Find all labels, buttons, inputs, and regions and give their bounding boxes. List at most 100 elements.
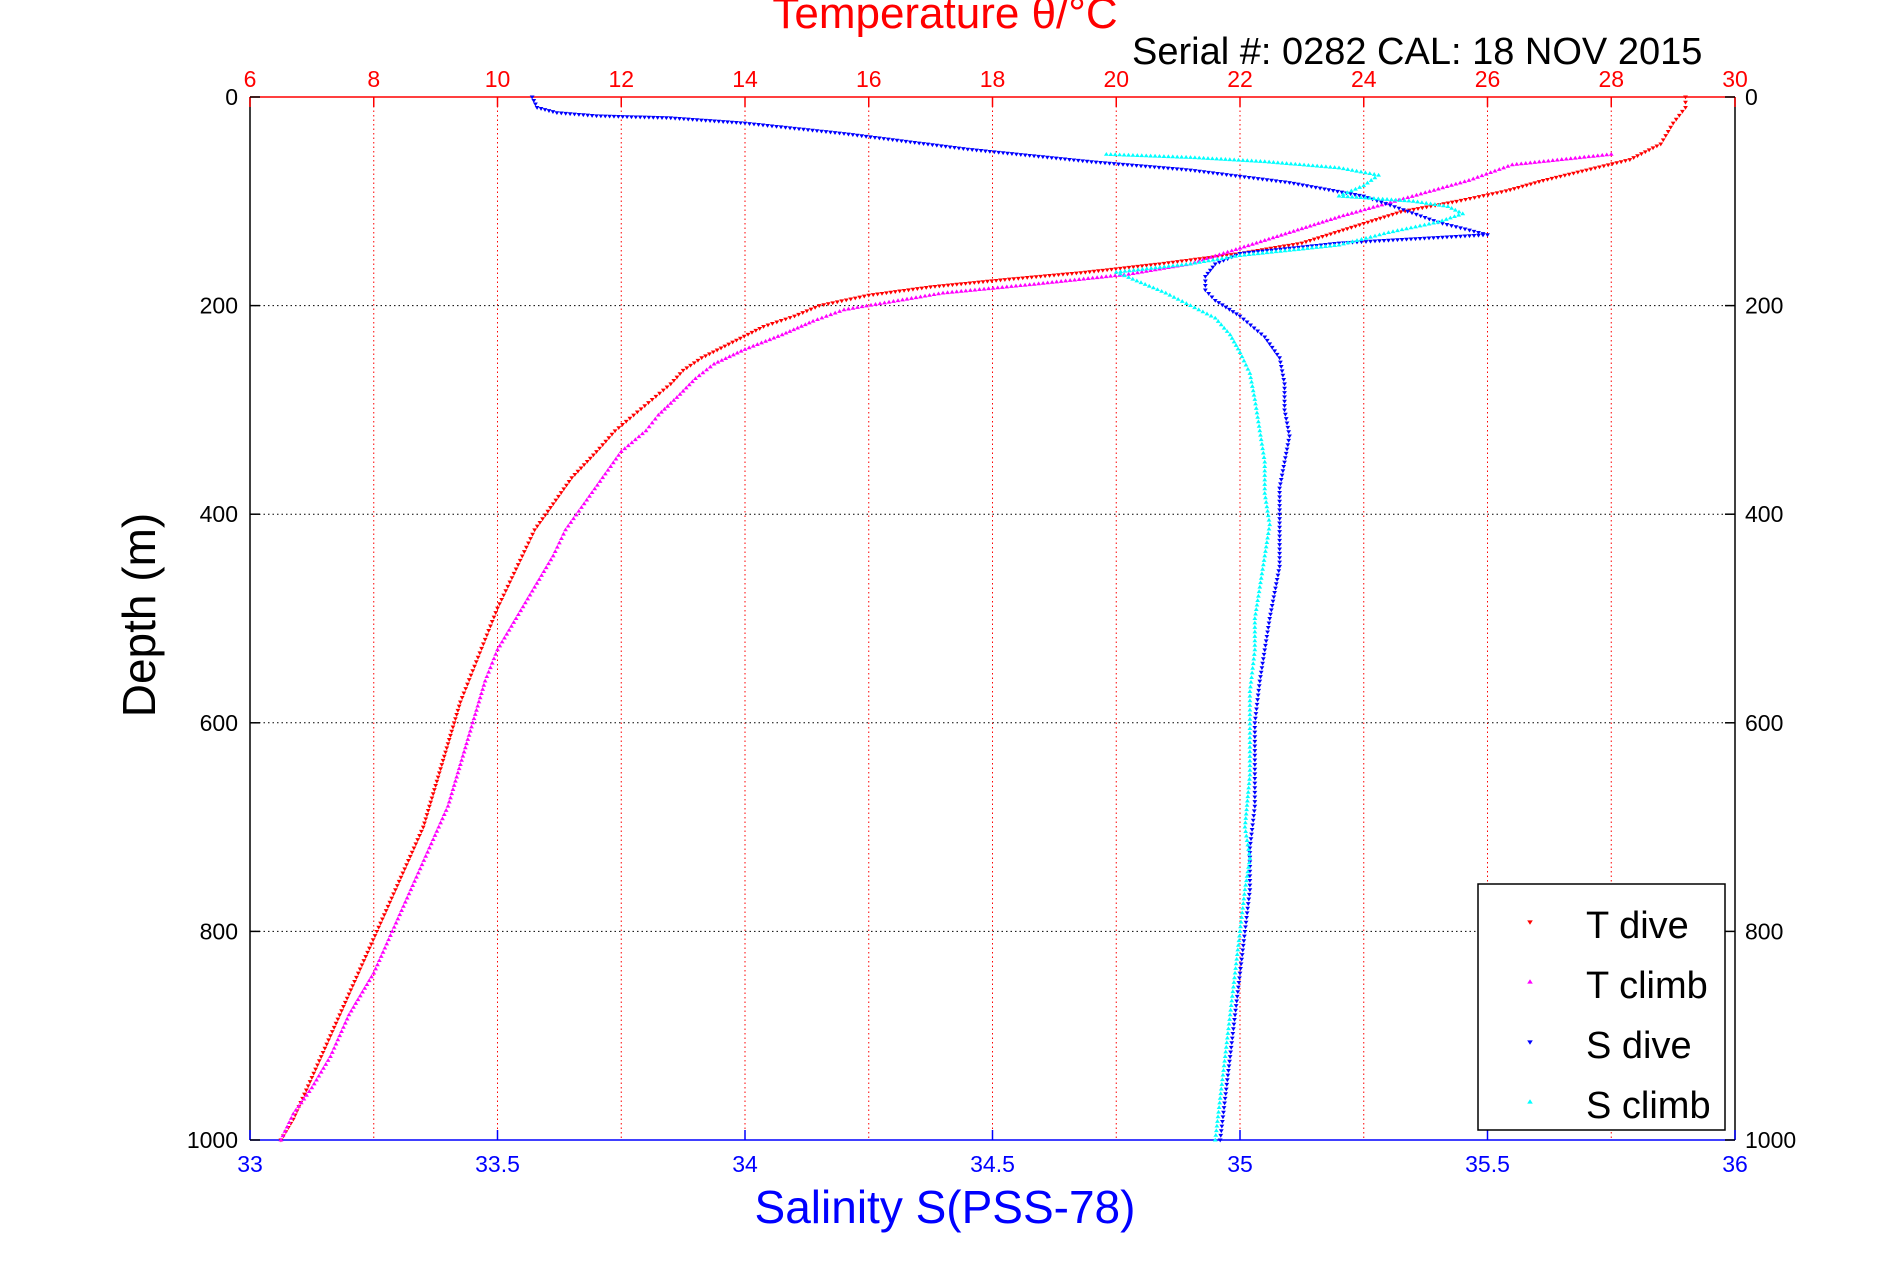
data-point — [1435, 236, 1441, 240]
data-point — [1134, 153, 1140, 157]
data-point — [504, 631, 510, 636]
data-point — [1284, 421, 1290, 426]
data-point — [1518, 161, 1524, 166]
data-point — [720, 120, 726, 124]
data-point — [1112, 273, 1118, 278]
data-point — [329, 1030, 335, 1034]
data-point — [1414, 192, 1419, 197]
data-point — [1256, 684, 1262, 689]
data-point — [707, 119, 713, 124]
data-point — [1257, 679, 1263, 684]
data-point — [1262, 490, 1268, 495]
temperature-tick-label: 18 — [980, 66, 1006, 92]
data-point — [1215, 1114, 1221, 1119]
data-point — [1006, 277, 1012, 282]
data-point — [1458, 234, 1463, 239]
data-point — [1363, 235, 1369, 240]
data-point — [606, 436, 612, 441]
data-point — [1022, 282, 1028, 287]
data-point — [1260, 446, 1266, 451]
data-point — [1262, 468, 1268, 473]
data-point — [1462, 227, 1468, 232]
data-point — [316, 1073, 322, 1078]
data-point — [725, 120, 730, 125]
data-point — [1399, 238, 1405, 242]
data-point — [895, 298, 901, 303]
data-point — [453, 778, 458, 783]
data-point — [1258, 580, 1263, 585]
data-point — [1060, 272, 1066, 277]
data-point — [1266, 159, 1272, 164]
data-point — [1218, 1129, 1224, 1134]
data-point — [459, 757, 465, 762]
data-point — [1224, 329, 1230, 333]
data-point — [1291, 228, 1297, 233]
data-point — [726, 342, 732, 347]
data-point — [1231, 979, 1237, 984]
data-point — [1265, 535, 1270, 540]
data-point — [543, 565, 549, 570]
data-point — [671, 397, 677, 402]
data-point — [1246, 851, 1252, 856]
data-point — [1183, 154, 1189, 159]
data-point — [461, 749, 467, 754]
data-point — [1271, 160, 1276, 164]
data-point — [1514, 161, 1520, 166]
data-point — [476, 699, 482, 704]
data-point — [493, 611, 499, 615]
data-point — [448, 795, 453, 800]
data-point — [680, 368, 686, 373]
data-point — [1252, 786, 1258, 791]
data-point — [923, 285, 929, 290]
data-point — [1238, 924, 1243, 929]
data-point — [1269, 178, 1274, 183]
depth-tick-label-left: 1000 — [187, 1127, 238, 1153]
depth-tick-label-right: 400 — [1745, 501, 1783, 527]
data-point — [1208, 254, 1214, 259]
data-point — [1081, 276, 1087, 281]
data-point — [534, 105, 540, 110]
depth-tick-label-right: 0 — [1745, 84, 1758, 110]
data-point — [1230, 1031, 1236, 1036]
data-point — [608, 464, 614, 468]
data-point — [446, 799, 452, 804]
data-point — [1235, 985, 1241, 990]
data-point — [1509, 162, 1515, 167]
data-point — [1227, 332, 1233, 337]
data-point — [664, 385, 670, 390]
data-point — [771, 335, 777, 340]
data-point — [1219, 1124, 1225, 1129]
data-point — [1332, 243, 1337, 248]
data-point — [1252, 647, 1258, 652]
data-point — [341, 1024, 346, 1029]
data-point — [1311, 222, 1317, 227]
data-point — [967, 281, 973, 286]
data-point — [834, 300, 840, 305]
data-point — [1676, 113, 1682, 118]
data-point — [1243, 833, 1249, 838]
data-point — [1254, 702, 1260, 707]
data-point — [1460, 211, 1466, 216]
data-point — [761, 325, 766, 329]
data-point — [1322, 187, 1327, 192]
data-point — [434, 779, 440, 784]
data-point — [1262, 335, 1268, 340]
data-point — [730, 340, 736, 345]
depth-tick-label-right: 800 — [1745, 918, 1783, 944]
data-point — [1000, 151, 1006, 156]
data-point — [1281, 244, 1287, 249]
data-point — [1540, 179, 1546, 183]
data-point — [1135, 267, 1141, 272]
data-point — [1227, 1017, 1232, 1021]
data-point — [435, 775, 441, 780]
data-point — [1554, 157, 1560, 162]
data-point — [1237, 174, 1243, 179]
data-point — [542, 108, 548, 112]
data-point — [1152, 165, 1157, 170]
data-point — [491, 615, 497, 620]
data-point — [1252, 616, 1258, 620]
data-point — [668, 382, 674, 387]
data-point — [839, 299, 845, 304]
data-point — [1262, 477, 1268, 482]
data-point — [1108, 152, 1114, 156]
